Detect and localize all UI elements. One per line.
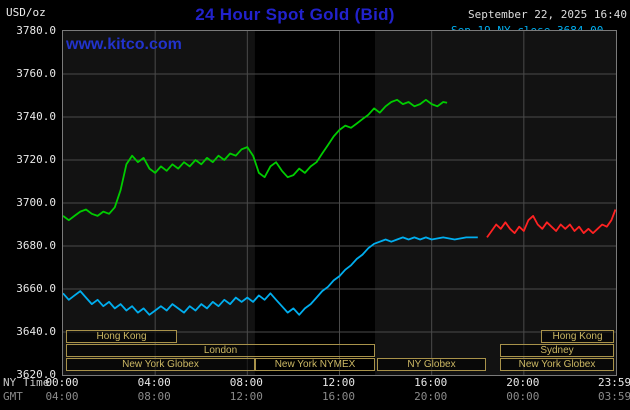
session-box-hong-kong: Hong Kong bbox=[541, 330, 614, 343]
y-tick-3660: 3660.0 bbox=[16, 282, 56, 295]
y-tick-3640: 3640.0 bbox=[16, 325, 56, 338]
y-tick-3720: 3720.0 bbox=[16, 153, 56, 166]
x-axis-gmt-label: GMT bbox=[3, 390, 23, 403]
session-box-ny-globex: NY Globex bbox=[377, 358, 486, 371]
series-line-sep21-sunday bbox=[486, 209, 616, 238]
x-axis-tick-row: 00:00 04:00 04:00 08:00 08:00 12:00 12:00 16:00… bbox=[0, 376, 630, 408]
series-line-sep19-ny-close bbox=[63, 236, 478, 316]
x-axis-ny-time-label: NY Time bbox=[3, 376, 50, 389]
session-box-hong-kong: Hong Kong bbox=[66, 330, 177, 343]
y-tick-3760: 3760.0 bbox=[16, 67, 56, 80]
x-tick-ny-0400: 04:00 bbox=[137, 376, 171, 389]
chart-datetime: September 22, 2025 16:40 bbox=[468, 8, 627, 21]
x-tick-gmt-0800: 08:00 bbox=[137, 390, 171, 403]
y-tick-3700: 3700.0 bbox=[16, 196, 56, 209]
x-tick-gmt-0400: 04:00 bbox=[45, 390, 79, 403]
x-tick-ny-1200: 12:00 bbox=[321, 376, 356, 389]
x-tick-ny-0000: 00:00 bbox=[45, 376, 79, 389]
x-tick-gmt-0359: 03:59 bbox=[598, 390, 630, 403]
session-box-sydney: Sydney bbox=[500, 344, 614, 357]
y-tick-3780: 3780.0 bbox=[16, 24, 56, 37]
x-tick-ny-1600: 16:00 bbox=[414, 376, 448, 389]
x-tick-gmt-1600: 16:00 bbox=[321, 390, 356, 403]
x-tick-gmt-0000: 00:00 bbox=[506, 390, 540, 403]
y-tick-3740: 3740.0 bbox=[16, 110, 56, 123]
session-box-new-york-globex: New York Globex bbox=[500, 358, 614, 371]
x-tick-gmt-2000: 20:00 bbox=[414, 390, 448, 403]
chart-plot-area: Hong Kong Hong Kong London Sydney New York G… bbox=[62, 30, 617, 376]
x-tick-ny-2000: 20:00 bbox=[506, 376, 540, 389]
y-tick-3680: 3680.0 bbox=[16, 239, 56, 252]
session-box-new-york-globex: New York Globex bbox=[66, 358, 255, 371]
chart-canvas bbox=[63, 31, 616, 375]
page-title: 24 Hour Spot Gold (Bid) bbox=[195, 5, 395, 24]
kitco-website-link[interactable]: www.kitco.com bbox=[66, 36, 182, 53]
x-tick-gmt-1200: 12:00 bbox=[229, 390, 263, 403]
session-box-london: London bbox=[66, 344, 375, 357]
series-line-sep22-today bbox=[63, 98, 448, 222]
session-box-new-york-nymex: New York NYMEX bbox=[255, 358, 375, 371]
y-axis-units-label: USD/oz bbox=[6, 6, 46, 19]
x-tick-ny-2359: 23:59 bbox=[598, 376, 630, 389]
x-tick-ny-0800: 08:00 bbox=[229, 376, 263, 389]
y-tick-3620: 3620.0 bbox=[16, 368, 56, 381]
